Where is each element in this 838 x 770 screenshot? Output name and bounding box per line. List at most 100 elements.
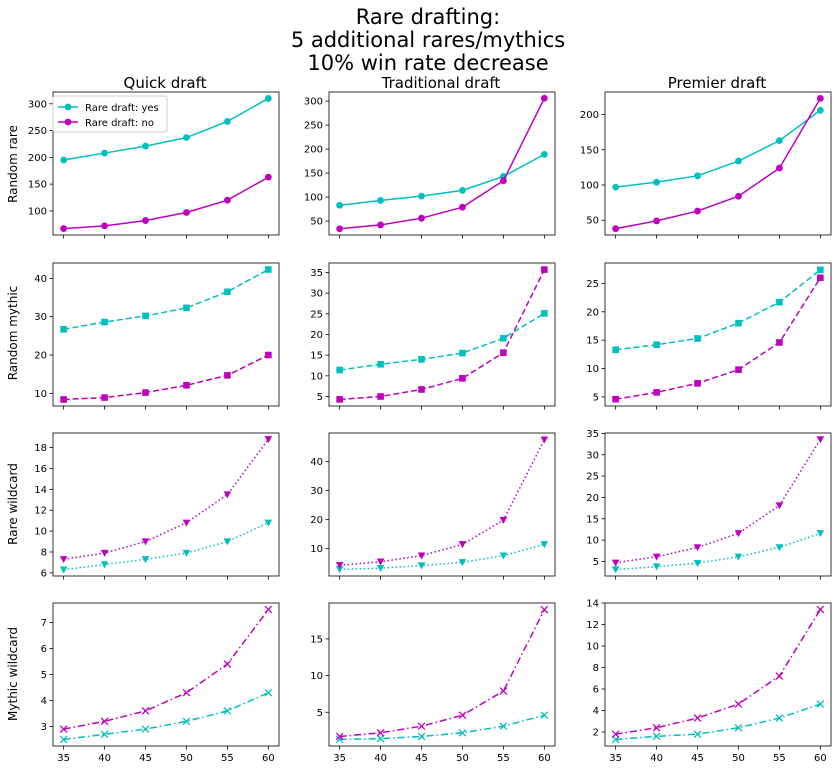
- panel-random-mythic-premier-draft-series-no-point-40: [653, 389, 660, 396]
- panels-group: 1001502002503005010015020025030050100150…: [28, 91, 832, 764]
- panel-random-rare-quick-draft-series-yes-point-55: [224, 118, 231, 125]
- panel-rare-wildcard-traditional-draft: 10 20 30 40: [310, 432, 556, 580]
- panel-random-rare-quick-draft-series-no-line: [63, 176, 269, 230]
- panel-rare-wildcard-premier-draft-ytick-label-30: 30: [586, 450, 599, 461]
- panel-random-mythic-traditional-draft-ytick-label-5: 5: [317, 392, 323, 403]
- panel-mythic-wildcard-traditional-draft-series-yes-point-45: [417, 732, 426, 741]
- panel-mythic-wildcard-premier-draft-series-yes-point-55-stroke-b: [775, 714, 784, 722]
- panel-rare-wildcard-traditional-draft-series-no-point-50: [458, 541, 467, 549]
- panel-random-mythic-premier-draft-frame: [604, 262, 832, 407]
- panel-mythic-wildcard-quick-draft-series-yes-point-45: [141, 725, 150, 733]
- panel-random-mythic-premier-draft-series-yes-line: [615, 269, 821, 351]
- panel-mythic-wildcard-premier-draft-xtick-label-45: 45: [691, 753, 704, 764]
- panel-mythic-wildcard-traditional-draft-series-yes-point-45-stroke-b: [417, 732, 426, 741]
- panel-mythic-wildcard-traditional-draft-series-no-point-45: [417, 722, 426, 731]
- panel-random-rare-traditional-draft-series-no-point-40: [377, 221, 384, 229]
- panel-random-mythic-traditional-draft-series-yes-point-40: [377, 360, 384, 368]
- panel-rare-wildcard-quick-draft-series-no-point-40: [100, 549, 109, 557]
- panel-mythic-wildcard-premier-draft-series-yes-point-60-stroke-b: [816, 700, 825, 708]
- panel-random-rare-quick-draft-series-no-point-35: [60, 225, 68, 232]
- panel-mythic-wildcard-quick-draft-series-yes-point-40: [100, 730, 109, 739]
- panel-random-mythic-quick-draft-ytick-label-10: 10: [34, 389, 47, 400]
- panel-random-mythic-quick-draft-series-no-point-40: [101, 394, 108, 401]
- panel-random-rare-quick-draft-frame: [52, 91, 280, 236]
- panel-mythic-wildcard-traditional-draft-series-yes-point-35-stroke-b: [335, 735, 344, 744]
- panel-random-mythic-premier-draft-series-yes-point-45: [694, 335, 701, 342]
- panel-random-mythic-premier-draft-series-no-point-50: [735, 366, 742, 373]
- panel-rare-wildcard-traditional-draft-series-no-point-55: [499, 516, 508, 524]
- panel-random-mythic-premier-draft-series-yes-point-60: [817, 266, 824, 274]
- panel-random-rare-quick-draft-series-yes-line: [63, 97, 269, 161]
- panel-random-mythic-premier-draft-series-yes-point-50: [735, 319, 742, 327]
- panel-mythic-wildcard-traditional-draft-series-no-point-40-stroke-b: [376, 728, 385, 737]
- panel-random-mythic-premier-draft-series-no-line: [615, 277, 821, 400]
- panel-random-mythic-traditional-draft-series-yes-point-35: [336, 366, 343, 374]
- panel-mythic-wildcard-quick-draft-series-no-point-45-stroke-b: [141, 707, 150, 715]
- panel-mythic-wildcard-quick-draft-series-yes-point-55: [223, 707, 232, 715]
- panel-random-mythic-quick-draft-series-no-point-50: [183, 381, 190, 389]
- panel-random-rare-quick-draft-series-no-point-50: [183, 209, 190, 216]
- panel-mythic-wildcard-premier-draft-series-yes-point-40-stroke-b: [652, 732, 661, 741]
- panel-mythic-wildcard-premier-draft-series-no-point-40-stroke-b: [652, 723, 661, 732]
- panel-mythic-wildcard-premier-draft-series-yes-point-50: [734, 723, 743, 732]
- panel-random-rare-traditional-draft-series-yes-point-40: [377, 197, 384, 204]
- panel-random-rare-quick-draft-ytick-label-250: 250: [28, 126, 47, 137]
- panel-random-rare-quick-draft-series-yes-point-60: [264, 95, 272, 102]
- panel-mythic-wildcard-quick-draft-series-yes-point-35-stroke-b: [59, 735, 68, 744]
- legend-swatch-yes-marker: [64, 103, 72, 111]
- panel-random-mythic-quick-draft-frame: [52, 262, 280, 407]
- panel-random-rare-premier-draft-series-yes-point-50: [735, 157, 742, 165]
- panel-random-rare-premier-draft-ytick-label-150: 150: [580, 145, 599, 156]
- panel-rare-wildcard-premier-draft-ytick-label-35: 35: [586, 429, 599, 440]
- panel-random-rare-premier-draft-series-no-point-40: [653, 217, 660, 225]
- panel-random-rare-quick-draft-series-no-point-40: [101, 222, 108, 230]
- panel-rare-wildcard-traditional-draft-series-no-line: [339, 439, 546, 566]
- panel-random-rare-premier-draft-series-yes-line: [615, 109, 821, 188]
- legend-label-yes: Rare draft: yes: [85, 103, 159, 114]
- panel-rare-wildcard-quick-draft-series-yes-point-55: [223, 538, 232, 546]
- panel-rare-wildcard-premier-draft-ytick-label-25: 25: [586, 472, 599, 483]
- panel-rare-wildcard-quick-draft-ytick-label-12: 12: [34, 506, 47, 517]
- panel-mythic-wildcard-traditional-draft-series-no-line: [339, 609, 546, 738]
- panel-random-mythic-quick-draft-series-yes-point-50: [183, 304, 190, 312]
- panel-mythic-wildcard-quick-draft-series-yes-point-50-stroke-b: [182, 717, 191, 726]
- panel-mythic-wildcard-quick-draft-series-yes-point-40-stroke-b: [100, 730, 109, 739]
- panel-mythic-wildcard-quick-draft-series-no-point-45: [141, 707, 150, 715]
- panel-rare-wildcard-quick-draft-series-yes-point-35: [59, 566, 68, 574]
- legend-label-no: Rare draft: no: [85, 118, 154, 129]
- panel-rare-wildcard-quick-draft-series-no-point-45: [141, 538, 150, 546]
- panel-rare-wildcard-premier-draft-frame: [604, 432, 832, 577]
- panel-mythic-wildcard-quick-draft-series-yes-point-60: [264, 688, 273, 697]
- panel-random-rare-premier-draft-series-yes-point-55: [776, 137, 783, 145]
- legend-frame: [52, 95, 168, 133]
- row-label-mythic-wildcard: Mythic wildcard: [6, 627, 20, 721]
- panel-mythic-wildcard-premier-draft-series-yes-point-60: [816, 700, 825, 708]
- panel-mythic-wildcard-traditional-draft-series-no-point-40: [376, 728, 385, 737]
- column-title-traditional-draft: Traditional draft: [381, 74, 501, 92]
- panel-rare-wildcard-traditional-draft-series-no-point-60: [540, 436, 549, 444]
- panel-random-rare-traditional-draft-ytick-label-250: 250: [304, 121, 323, 132]
- panel-random-rare-traditional-draft-series-no-point-35: [336, 225, 344, 233]
- panel-mythic-wildcard-premier-draft-series-no-line: [615, 609, 821, 735]
- panel-rare-wildcard-quick-draft-ytick-label-8: 8: [41, 547, 47, 558]
- panel-mythic-wildcard-premier-draft-series-no-point-60: [816, 605, 825, 614]
- panel-mythic-wildcard-traditional-draft-series-no-point-50: [458, 711, 467, 720]
- panel-mythic-wildcard-traditional-draft-series-yes-point-55-stroke-b: [499, 722, 508, 731]
- panel-mythic-wildcard-traditional-draft-xtick-label-45: 45: [415, 753, 428, 764]
- panel-rare-wildcard-premier-draft-series-no-point-50: [734, 530, 743, 538]
- panel-rare-wildcard-premier-draft-series-no-point-60: [816, 436, 825, 444]
- panel-rare-wildcard-premier-draft-series-no-point-40: [652, 553, 661, 561]
- panel-random-mythic-premier-draft-ytick-label-10: 10: [586, 364, 599, 375]
- panel-mythic-wildcard-premier-draft-ytick-label-4: 4: [593, 706, 599, 717]
- panel-random-rare-traditional-draft-series-no-point-55: [500, 177, 507, 185]
- panel-mythic-wildcard-quick-draft-series-yes-point-55-stroke-b: [223, 707, 232, 715]
- panel-random-rare-quick-draft-series-no-point-45: [142, 217, 149, 224]
- panel-mythic-wildcard-quick-draft-series-yes-point-35: [59, 735, 68, 744]
- panel-rare-wildcard-premier-draft-series-no-line: [615, 439, 821, 564]
- panel-rare-wildcard-quick-draft-series-yes-point-50: [182, 549, 191, 557]
- legend: Rare draft: yes Rare draft: no: [52, 95, 168, 133]
- panel-random-mythic-quick-draft-ytick-label-40: 40: [34, 274, 47, 285]
- panel-random-mythic-traditional-draft-series-no-point-40: [377, 393, 384, 400]
- panel-rare-wildcard-premier-draft-series-yes-point-45: [693, 559, 702, 567]
